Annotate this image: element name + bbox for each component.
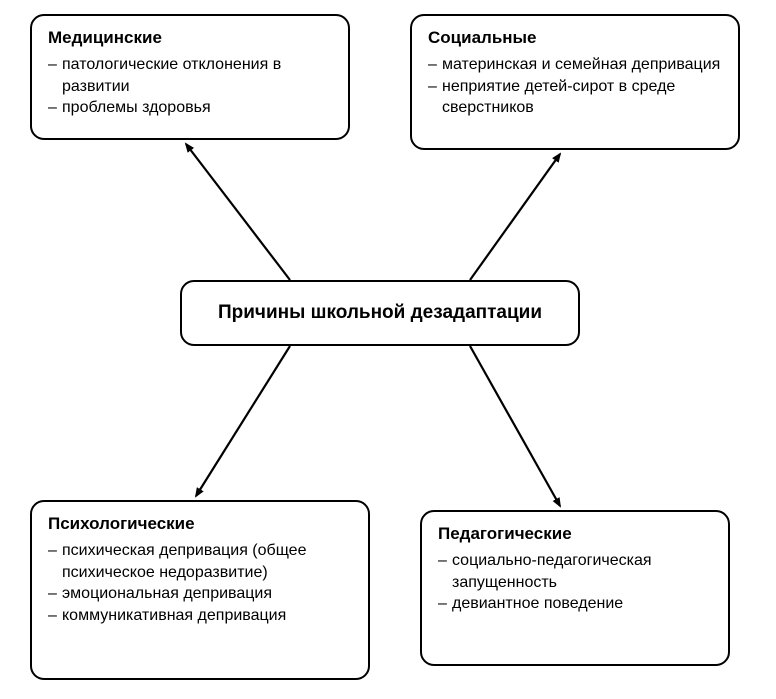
node-item: эмоциональная депривация xyxy=(48,583,352,605)
node-items: материнская и семейная депривациянеприят… xyxy=(428,54,722,119)
node-items: социально-педагогическая запущенностьдев… xyxy=(438,550,712,615)
node-pedagogical: Педагогические социально-педагогическая з… xyxy=(420,510,730,666)
node-medical: Медицинские патологические отклонения в р… xyxy=(30,14,350,140)
node-item: психическая депривация (общее психическо… xyxy=(48,540,352,583)
edge-center-psychological xyxy=(196,346,290,496)
node-item: неприятие детей-сирот в среде сверстнико… xyxy=(428,76,722,119)
center-label: Причины школьной дезадаптации xyxy=(218,302,542,323)
node-items: психическая депривация (общее психическо… xyxy=(48,540,352,626)
edge-center-medical xyxy=(186,144,290,280)
node-title: Психологические xyxy=(48,514,352,534)
node-item: проблемы здоровья xyxy=(48,97,332,119)
node-item: коммуникативная депривация xyxy=(48,605,352,627)
edge-center-social xyxy=(470,154,560,280)
node-title: Педагогические xyxy=(438,524,712,544)
node-item: социально-педагогическая запущенность xyxy=(438,550,712,593)
node-item: девиантное поведение xyxy=(438,593,712,615)
center-node: Причины школьной дезадаптации xyxy=(180,280,580,346)
node-items: патологические отклонения в развитиипроб… xyxy=(48,54,332,119)
node-title: Медицинские xyxy=(48,28,332,48)
node-item: материнская и семейная депривация xyxy=(428,54,722,76)
edge-center-pedagogical xyxy=(470,346,560,506)
node-social: Социальные материнская и семейная деприва… xyxy=(410,14,740,150)
node-title: Социальные xyxy=(428,28,722,48)
node-psychological: Психологические психическая депривация (о… xyxy=(30,500,370,680)
diagram-canvas: Причины школьной дезадаптации Медицински… xyxy=(0,0,776,699)
node-item: патологические отклонения в развитии xyxy=(48,54,332,97)
